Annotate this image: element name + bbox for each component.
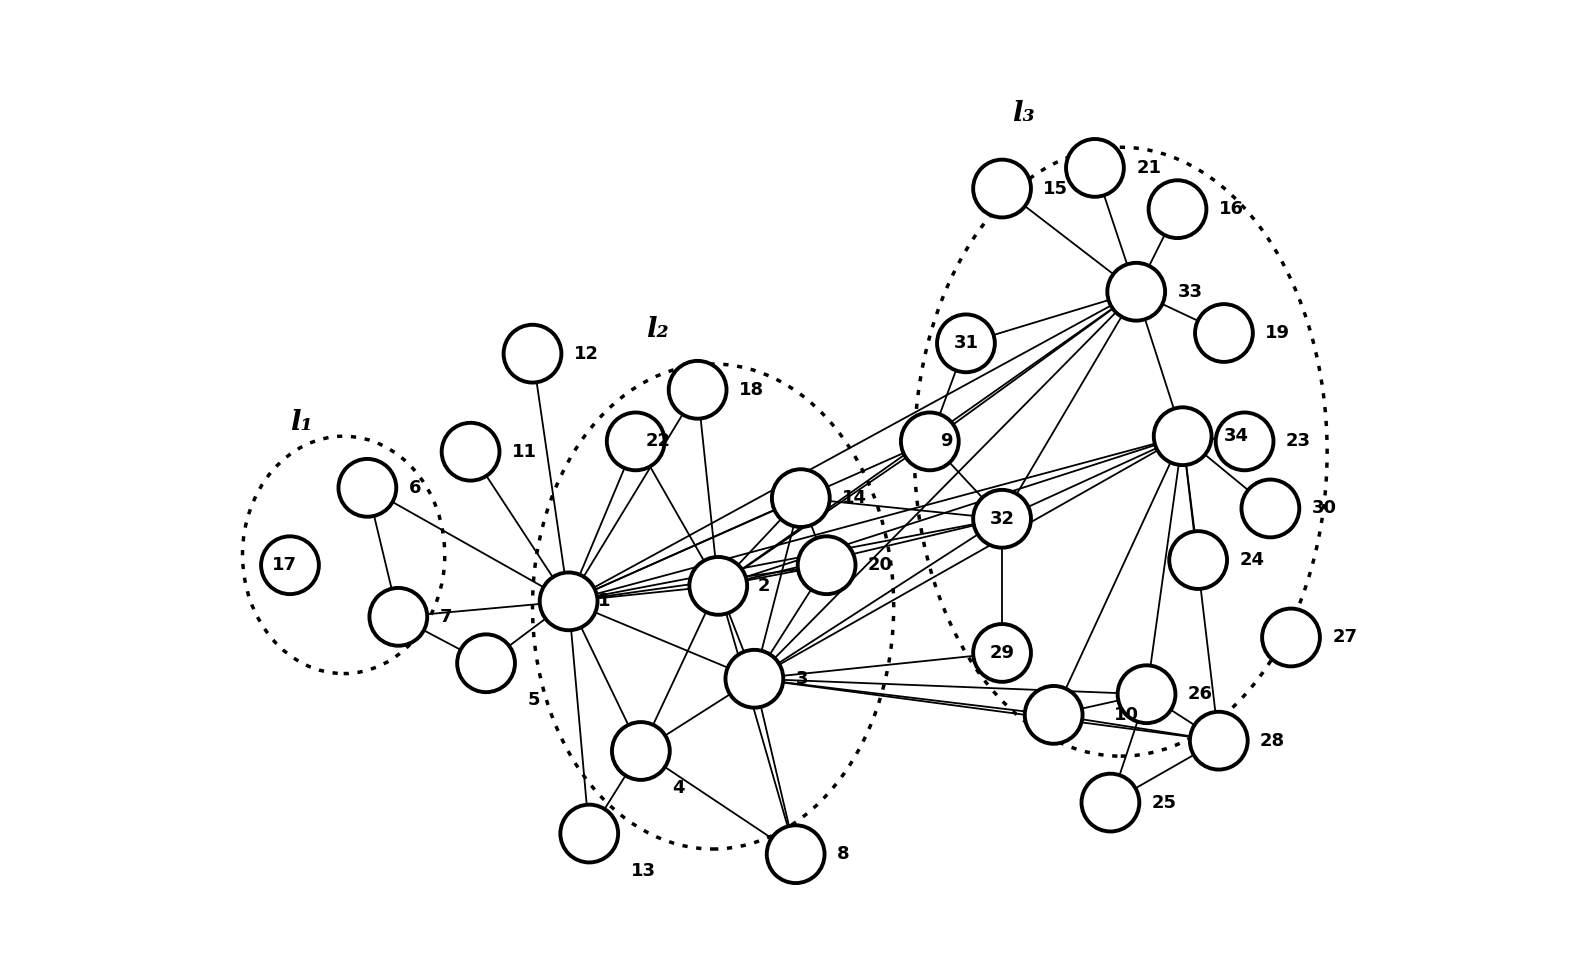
Circle shape [1190, 711, 1247, 770]
Text: 11: 11 [512, 443, 538, 460]
Circle shape [1118, 666, 1175, 723]
Circle shape [938, 314, 994, 372]
Text: 12: 12 [574, 345, 599, 363]
Text: 6: 6 [408, 478, 421, 497]
Text: 7: 7 [440, 607, 452, 626]
Circle shape [504, 325, 561, 383]
Text: 3: 3 [795, 669, 808, 688]
Circle shape [457, 634, 515, 692]
Text: 18: 18 [738, 381, 764, 399]
Text: 22: 22 [647, 433, 670, 451]
Text: l₃: l₃ [1012, 99, 1036, 127]
Circle shape [1066, 139, 1124, 197]
Text: 5: 5 [528, 691, 539, 710]
Circle shape [1195, 304, 1252, 362]
Text: 14: 14 [843, 489, 866, 507]
Text: 32: 32 [990, 510, 1015, 528]
Text: 34: 34 [1224, 427, 1249, 445]
Circle shape [772, 469, 830, 527]
Text: 15: 15 [1043, 180, 1069, 198]
Text: 26: 26 [1187, 686, 1213, 703]
Circle shape [612, 722, 670, 780]
Circle shape [1107, 263, 1165, 321]
Text: 23: 23 [1285, 433, 1311, 451]
Text: 24: 24 [1240, 551, 1265, 569]
Text: 31: 31 [953, 334, 979, 352]
Circle shape [726, 649, 783, 708]
Circle shape [798, 537, 855, 594]
Circle shape [1081, 774, 1140, 832]
Circle shape [441, 423, 500, 480]
Text: 28: 28 [1260, 732, 1285, 750]
Text: 29: 29 [990, 644, 1015, 662]
Text: 13: 13 [631, 861, 656, 880]
Text: l₁: l₁ [289, 410, 313, 436]
Text: 25: 25 [1151, 794, 1176, 812]
Circle shape [1149, 180, 1206, 238]
Circle shape [1241, 479, 1300, 538]
Text: 21: 21 [1137, 159, 1160, 177]
Circle shape [539, 572, 598, 630]
Circle shape [1262, 608, 1320, 667]
Circle shape [767, 825, 825, 883]
Circle shape [261, 537, 319, 594]
Text: 8: 8 [836, 845, 849, 863]
Circle shape [1024, 686, 1083, 744]
Circle shape [1216, 413, 1273, 470]
Circle shape [560, 805, 618, 862]
Circle shape [974, 490, 1031, 547]
Text: 19: 19 [1265, 324, 1290, 342]
Text: 33: 33 [1178, 283, 1203, 301]
Text: 20: 20 [868, 556, 893, 574]
Circle shape [669, 361, 727, 418]
Text: 1: 1 [598, 592, 610, 610]
Circle shape [689, 557, 748, 615]
Circle shape [974, 159, 1031, 218]
Circle shape [607, 413, 664, 470]
Text: 27: 27 [1333, 628, 1358, 647]
Circle shape [1154, 408, 1211, 465]
Text: 10: 10 [1113, 706, 1138, 724]
Text: 4: 4 [672, 779, 685, 797]
Text: 17: 17 [272, 556, 297, 574]
Text: 16: 16 [1219, 201, 1244, 218]
Circle shape [1170, 531, 1227, 589]
Text: 30: 30 [1312, 499, 1336, 518]
Text: 9: 9 [941, 433, 953, 451]
Text: l₂: l₂ [647, 316, 669, 344]
Circle shape [338, 459, 397, 517]
Circle shape [901, 413, 958, 470]
Text: 2: 2 [757, 577, 770, 595]
Circle shape [370, 588, 427, 646]
Circle shape [974, 624, 1031, 682]
